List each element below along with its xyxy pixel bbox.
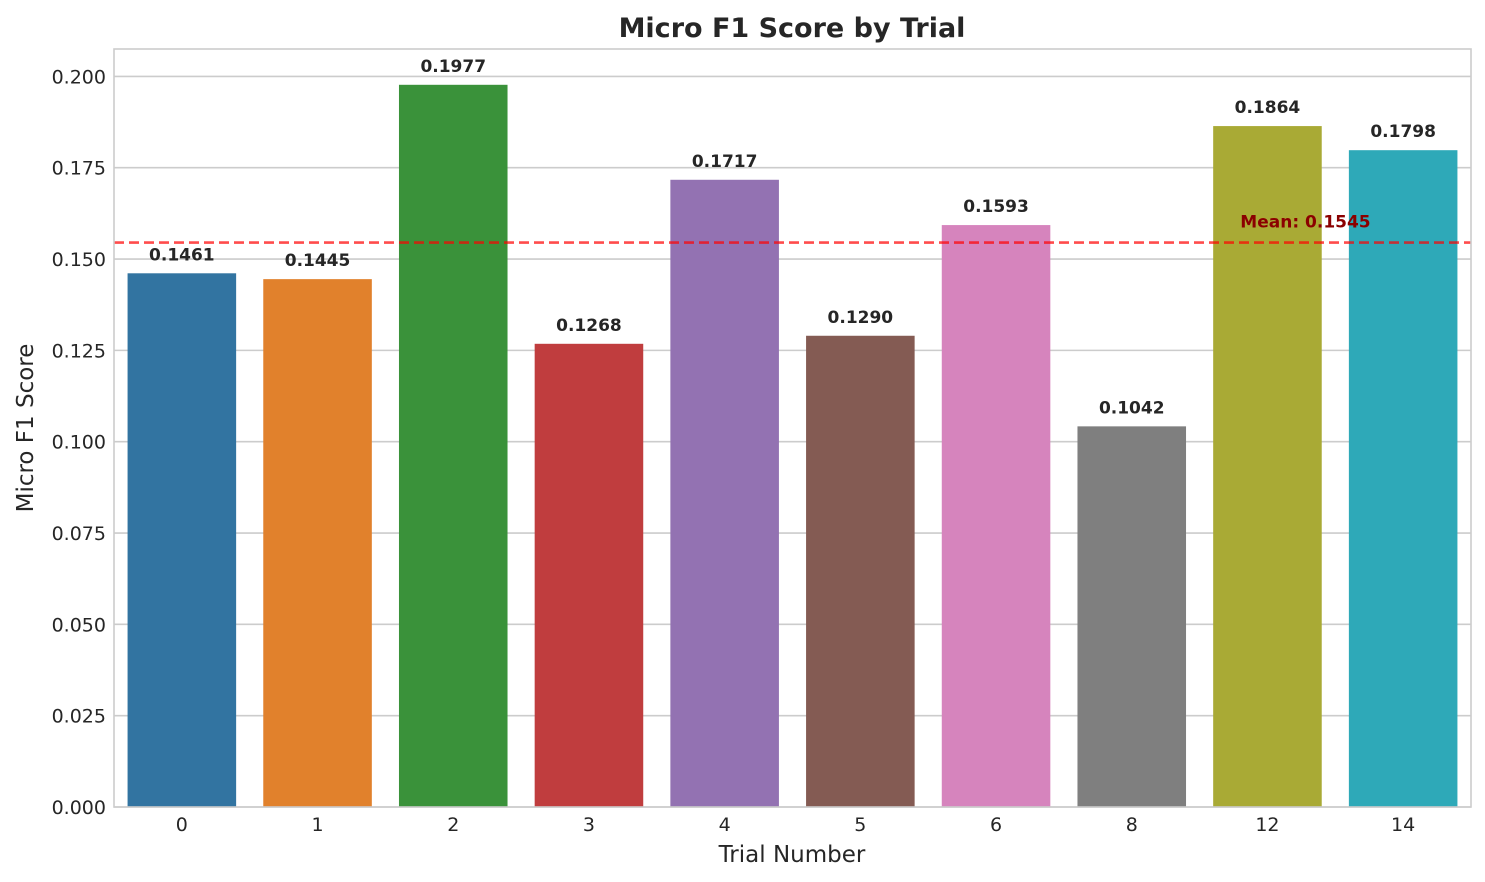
y-tick-label: 0.175 — [52, 158, 106, 180]
bars — [127, 84, 1458, 808]
bar-value-label: 0.1593 — [963, 197, 1029, 217]
bar-trial-5 — [806, 335, 915, 807]
bar-trial-3 — [534, 343, 644, 807]
x-tick-label: 4 — [719, 814, 731, 836]
y-tick-label: 0.050 — [52, 614, 106, 636]
y-tick-label: 0.150 — [52, 249, 106, 271]
x-tick-label: 0 — [176, 814, 188, 836]
bar-value-label: 0.1977 — [420, 57, 486, 77]
bar-trial-4 — [670, 179, 779, 807]
x-tick-label: 5 — [854, 814, 866, 836]
plot-frame — [113, 48, 1472, 808]
bar-value-label: 0.1461 — [149, 245, 215, 265]
bar-trial-12 — [1213, 126, 1322, 807]
x-tick-label: 2 — [447, 814, 459, 836]
bar-value-label: 0.1717 — [692, 152, 758, 172]
y-tick-label: 0.075 — [52, 523, 106, 545]
bar-value-label: 0.1864 — [1235, 98, 1301, 118]
y-tick-labels: 0.000 0.025 0.050 0.075 0.100 0.125 0.150 0.175… — [52, 66, 106, 819]
y-tick-label: 0.125 — [52, 340, 106, 362]
bar-trial-14 — [1348, 150, 1458, 808]
x-tick-label: 14 — [1391, 814, 1415, 836]
bar-value-label: 0.1798 — [1370, 122, 1436, 142]
y-axis-label: Micro F1 Score — [13, 344, 39, 513]
chart-title: Micro F1 Score by Trial — [619, 13, 966, 44]
bar-value-label: 0.1268 — [556, 316, 622, 336]
y-tick-label: 0.100 — [52, 432, 106, 454]
x-tick-label: 3 — [583, 814, 595, 836]
x-tick-labels: 0 1 2 3 4 5 6 8 12 14 — [176, 814, 1415, 836]
mean-line-group: Mean: 0.1545 — [114, 213, 1471, 244]
x-axis-label: Trial Number — [718, 842, 866, 868]
bar-value-labels: 0.1461 0.1445 0.1977 0.1268 0.1717 0.1290 0.15… — [149, 57, 1436, 419]
bar-trial-1 — [263, 279, 372, 807]
x-tick-label: 6 — [990, 814, 1002, 836]
bar-value-label: 0.1042 — [1099, 398, 1165, 418]
mean-label: Mean: 0.1545 — [1240, 213, 1370, 233]
bar-value-label: 0.1290 — [828, 308, 894, 328]
bar-trial-8 — [1077, 426, 1187, 807]
bar-trial-0 — [127, 273, 237, 808]
y-tick-label: 0.025 — [52, 706, 106, 728]
x-tick-label: 12 — [1255, 814, 1279, 836]
x-tick-label: 8 — [1126, 814, 1138, 836]
bar-value-label: 0.1445 — [285, 251, 351, 271]
bar-trial-2 — [398, 84, 508, 808]
y-tick-label: 0.000 — [52, 797, 106, 819]
x-tick-label: 1 — [312, 814, 324, 836]
y-tick-label: 0.200 — [52, 66, 106, 88]
bar-trial-6 — [941, 225, 1051, 807]
